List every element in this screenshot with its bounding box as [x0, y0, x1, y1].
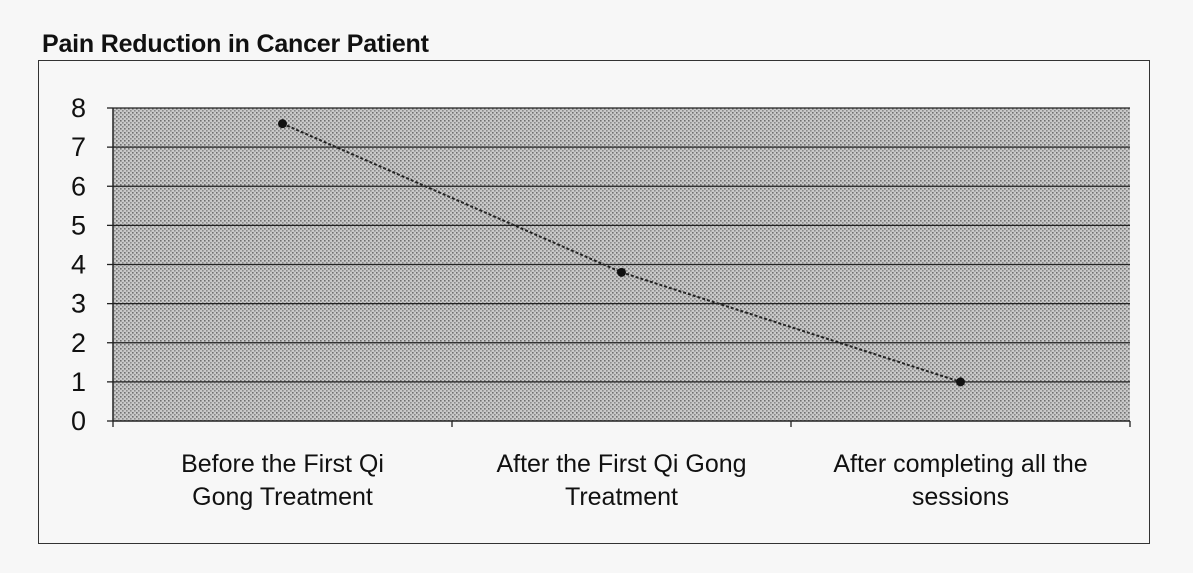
y-tick-label: 6: [71, 171, 86, 201]
data-point: [278, 119, 287, 129]
x-tick-label: After completing all the sessions: [833, 450, 1087, 511]
y-tick-label: 5: [71, 210, 86, 240]
x-axis: Before the First Qi Gong Treatment After t…: [112, 420, 1131, 511]
y-tick-label: 0: [71, 406, 86, 436]
y-tick-label: 1: [71, 367, 86, 397]
data-point: [617, 267, 626, 277]
x-tick-label-line: sessions: [912, 483, 1009, 511]
y-tick-label: 8: [71, 93, 86, 123]
data-point: [956, 377, 965, 387]
chart-frame: [38, 60, 1150, 544]
series-layer: [278, 119, 965, 387]
x-tick-label-line: After completing all the: [833, 450, 1087, 478]
y-tick-label: 3: [71, 289, 86, 319]
gridlines: [113, 107, 1130, 383]
x-tick-label-line: After the First Qi Gong: [496, 450, 746, 478]
x-tick-label-line: Gong Treatment: [192, 483, 373, 511]
y-tick-label: 7: [71, 132, 86, 162]
x-tick-label: After the First Qi Gong Treatment: [496, 450, 746, 511]
y-tick-label: 4: [71, 250, 86, 280]
y-axis: 0 1 2 3 4 5 6 7 8: [71, 93, 114, 436]
x-tick-label-line: Treatment: [565, 483, 678, 511]
x-tick-label: Before the First Qi Gong Treatment: [181, 450, 384, 511]
chart-title: Pain Reduction in Cancer Patient: [42, 30, 429, 58]
y-tick-label: 2: [71, 328, 86, 358]
x-tick-label-line: Before the First Qi: [181, 450, 384, 478]
